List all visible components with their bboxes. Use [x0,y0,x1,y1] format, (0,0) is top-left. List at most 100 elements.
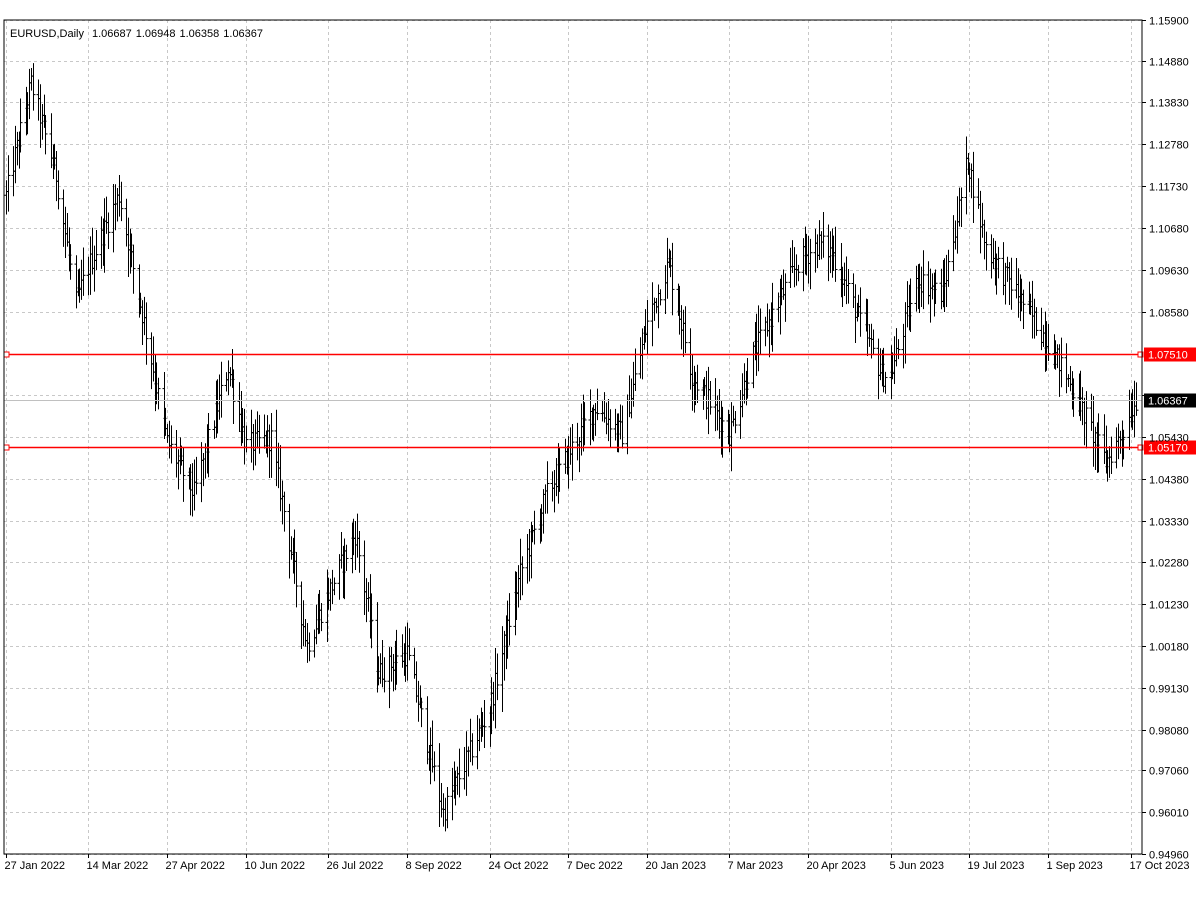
ohlc-bar[interactable] [984,231,989,271]
ohlc-bar[interactable] [883,371,888,394]
ohlc-bar[interactable] [294,552,299,608]
ohlc-bar[interactable] [695,364,700,404]
ohlc-bar[interactable] [68,244,73,280]
ohlc-bar[interactable] [445,786,450,829]
level-tag [1144,347,1196,362]
ohlc-bar[interactable] [81,247,86,296]
ohlc-bar[interactable] [382,657,387,693]
ohlc-bar[interactable] [6,155,11,212]
ohlc-bar[interactable] [332,577,337,596]
ohlc-bar[interactable] [770,282,775,352]
ohlc-bar[interactable] [1134,382,1139,416]
ohlc-bar[interactable] [658,289,663,306]
ohlc-bar[interactable] [846,268,851,304]
ohlc-bar[interactable] [18,98,23,153]
level-line-group[interactable]: 1.07510 [3,347,1196,362]
ohlc-bar[interactable] [758,308,763,355]
ohlc-bar[interactable] [557,447,562,492]
level-anchor-left[interactable] [3,351,10,358]
ohlc-bar[interactable] [470,733,475,766]
level-anchor-left[interactable] [3,444,10,451]
ohlc-bar[interactable] [507,593,512,646]
ohlc-bar[interactable] [808,238,813,290]
ohlc-bar[interactable] [282,491,287,532]
ohlc-bar[interactable] [457,748,462,798]
ohlc-bar[interactable] [783,273,788,322]
ohlc-bar[interactable] [933,269,938,305]
ohlc-bar[interactable] [520,556,525,596]
ohlc-bar[interactable] [833,226,838,282]
ohlc-bar[interactable] [896,339,901,360]
ohlc-bar[interactable] [946,249,951,287]
ohlc-bar[interactable] [31,63,36,111]
ohlc-bar[interactable] [921,250,926,310]
ohlc-bar[interactable] [156,377,161,410]
ohlc-bar[interactable] [608,409,613,448]
ohlc-bar[interactable] [532,510,537,545]
ohlc-bar[interactable] [357,530,362,573]
level-anchor-right[interactable] [1137,351,1144,358]
ohlc-bar[interactable] [959,187,964,228]
ohlc-bar[interactable] [106,212,111,249]
ohlc-bar[interactable] [996,246,1001,279]
ohlc-bar[interactable] [708,381,713,415]
ohlc-bar[interactable] [871,329,876,355]
ohlc-bar[interactable] [56,170,61,210]
ohlc-bar[interactable] [1096,413,1101,473]
ohlc-bar[interactable] [683,306,688,354]
ohlc-bars[interactable] [4,63,1139,832]
price-axis[interactable]: 1.15900 1.14880 1.13830 1.12780 1.11730 1.106… [1142,16,1189,862]
ohlc-bar[interactable] [733,411,738,434]
ohlc-bar[interactable] [482,700,487,749]
ohlc-bar[interactable] [407,628,412,661]
ohlc-bar[interactable] [595,388,600,421]
ohlc-bar[interactable] [1059,337,1064,388]
ohlc-bar[interactable] [1121,429,1126,460]
ohlc-bar[interactable] [1109,436,1114,474]
ohlc-bar[interactable] [908,278,913,332]
ohlc-bar[interactable] [495,653,500,701]
ohlc-bar[interactable] [131,244,136,294]
ohlc-bar[interactable] [858,287,863,337]
ohlc-bar[interactable] [94,230,99,271]
ohlc-bar[interactable] [269,412,274,478]
ohlc-bar[interactable] [119,181,124,222]
ohlc-bar[interactable] [971,151,976,224]
ohlc-bar[interactable] [633,348,638,392]
ohlc-bar[interactable] [670,242,675,316]
level-anchor-right[interactable] [1137,444,1144,451]
ohlc-bar[interactable] [821,211,826,258]
ohlc-bar[interactable] [570,423,575,481]
ohlc-bar[interactable] [369,593,374,649]
ohlc-bar[interactable] [582,402,587,446]
ohlc-bar[interactable] [307,632,312,662]
ohlc-bar[interactable] [319,602,324,632]
ohlc-bar[interactable] [194,456,199,495]
ohlc-bar[interactable] [432,751,437,782]
horizontal-levels[interactable]: 1.07510 1.05170 [3,347,1196,455]
ohlc-bar[interactable] [796,264,801,282]
ohlc-bar[interactable] [344,544,349,572]
ohlc-bar[interactable] [169,425,174,464]
ohlc-bar[interactable] [1071,378,1076,417]
x-tick-label: 7 Mar 2023 [728,860,784,872]
time-axis[interactable]: 27 Jan 2022 14 Mar 2022 27 Apr 2022 10 Jun … [5,854,1190,872]
ohlc-bar[interactable] [419,697,424,728]
x-tick-label: 17 Oct 2023 [1130,860,1190,872]
ohlc-bar[interactable] [1021,289,1026,330]
ohlc-bar[interactable] [206,412,211,478]
ohlc-bar[interactable] [231,369,236,424]
ohlc-bar[interactable] [394,629,399,685]
ohlc-bar[interactable] [545,461,550,514]
ohlc-bar[interactable] [1009,257,1014,310]
level-line-group[interactable]: 1.05170 [3,440,1196,455]
ohlc-bar[interactable] [1034,307,1039,336]
ohlc-bar[interactable] [645,299,650,355]
ohlc-bar[interactable] [43,115,48,155]
ohlc-bar[interactable] [745,358,750,399]
ohlc-bar[interactable] [181,447,186,502]
ohlc-bar[interactable] [219,361,224,418]
ohlc-bar[interactable] [720,406,725,458]
ohlc-bar[interactable] [620,405,625,449]
